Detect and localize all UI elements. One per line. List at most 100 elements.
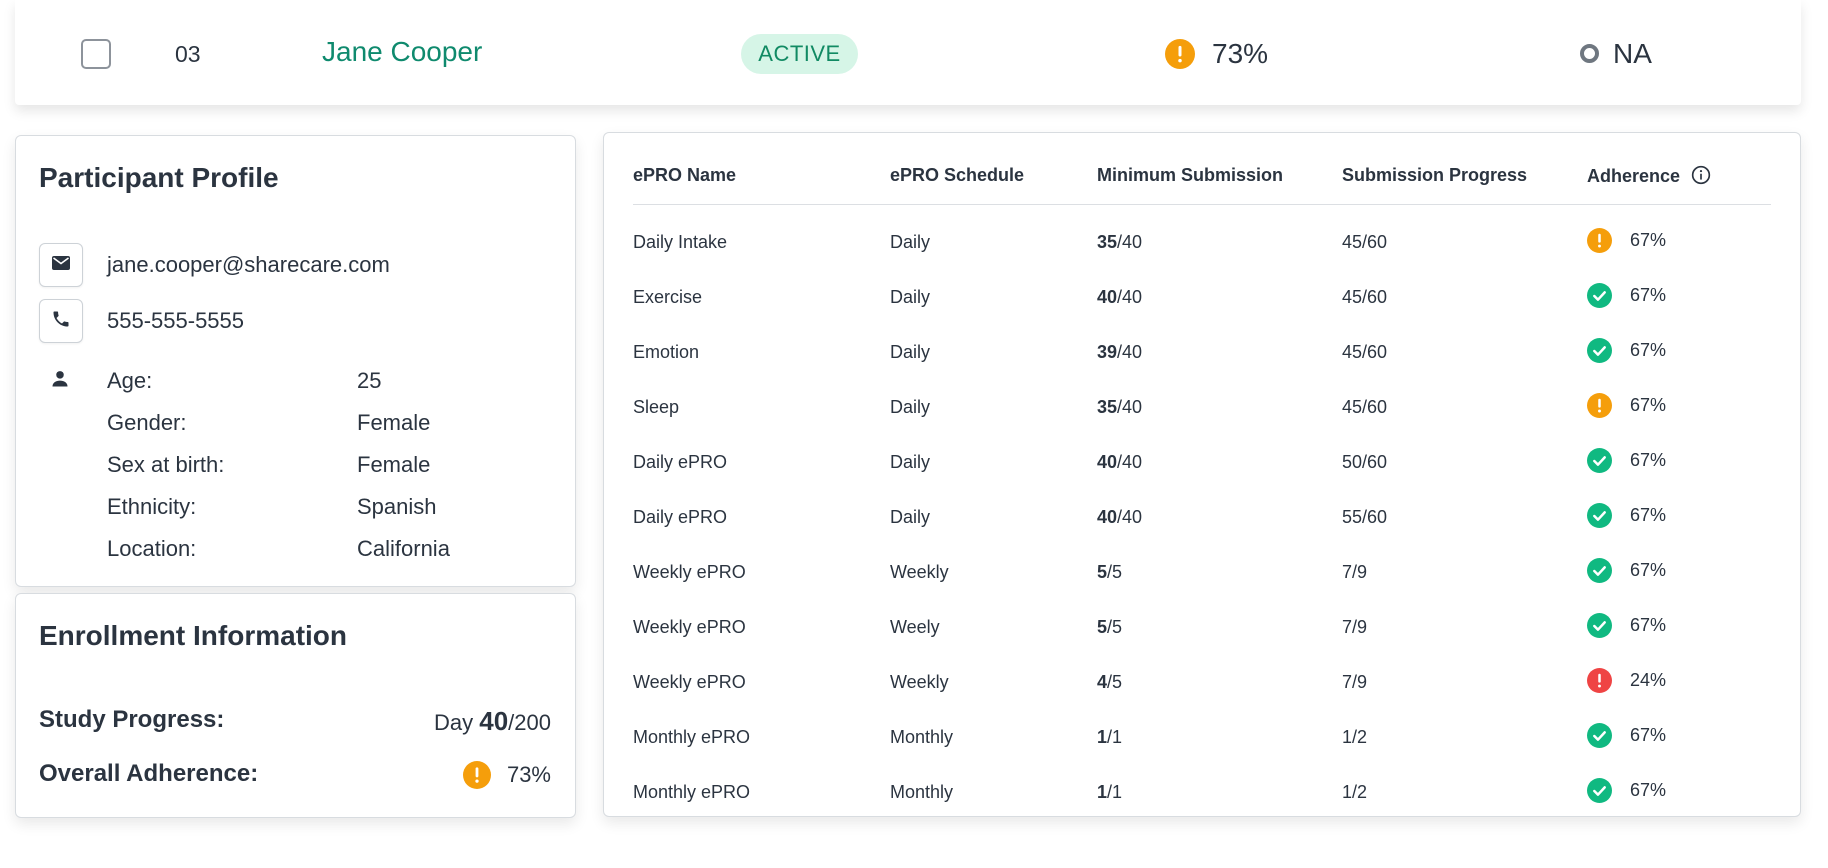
enrollment-info-card: Enrollment Information Study Progress: D… — [15, 593, 576, 818]
header-adherence[interactable]: Adherence — [1587, 165, 1711, 190]
min-submission-done: 5 — [1097, 617, 1108, 637]
cell-submission-progress: 45/60 — [1342, 397, 1388, 417]
cell-adherence: 67% — [1587, 338, 1666, 363]
min-submission-total: /1 — [1107, 782, 1123, 802]
exclamation-circle-icon — [1587, 668, 1612, 693]
cell-submission-progress: 7/9 — [1342, 617, 1368, 637]
min-submission-total: /5 — [1107, 672, 1123, 692]
table-row[interactable]: Emotion Daily 39/40 45/60 67% — [633, 325, 1771, 380]
cell-submission-progress: 45/60 — [1342, 232, 1388, 252]
profile-title: Participant Profile — [39, 162, 279, 193]
table-row[interactable]: Monthly ePRO Monthly 1/1 1/2 67% — [633, 765, 1771, 820]
gender-label: Gender: — [107, 410, 187, 435]
info-circle-icon[interactable] — [1691, 165, 1711, 190]
cell-adherence: 67% — [1587, 228, 1666, 253]
header-epro-name[interactable]: ePRO Name — [633, 165, 737, 185]
min-submission-total: /1 — [1107, 727, 1123, 747]
envelope-icon — [52, 255, 70, 275]
participant-adherence: 73% — [1212, 38, 1269, 69]
table-row[interactable]: Daily Intake Daily 35/40 45/60 67% — [633, 215, 1771, 270]
table-row[interactable]: Daily ePRO Daily 40/40 50/60 67% — [633, 435, 1771, 490]
table-row[interactable]: Monthly ePRO Monthly 1/1 1/2 67% — [633, 710, 1771, 765]
min-submission-total: /40 — [1117, 397, 1143, 417]
row-select-checkbox[interactable] — [81, 39, 111, 69]
min-submission-done: 5 — [1097, 562, 1108, 582]
min-submission-total: /40 — [1117, 232, 1143, 252]
cell-epro-name: Monthly ePRO — [633, 727, 751, 747]
min-submission-total: /40 — [1117, 342, 1143, 362]
cell-submission-progress: 45/60 — [1342, 287, 1388, 307]
cell-submission-progress: 7/9 — [1342, 672, 1368, 692]
cell-epro-name: Monthly ePRO — [633, 782, 751, 802]
cell-submission-progress: 45/60 — [1342, 342, 1388, 362]
overall-adherence-value: 73% — [506, 762, 551, 787]
table-row[interactable]: Weekly ePRO Weekly 4/5 7/9 24% — [633, 655, 1771, 710]
ethnicity-value: Spanish — [357, 494, 437, 519]
cell-epro-name: Weekly ePRO — [633, 672, 746, 692]
study-progress-label: Study Progress: — [39, 706, 225, 733]
warning-icon — [463, 761, 491, 789]
check-circle-icon — [1587, 558, 1612, 583]
table-row[interactable]: Weekly ePRO Weely 5/5 7/9 67% — [633, 600, 1771, 655]
cell-minimum-submission: 4/5 — [1097, 672, 1122, 693]
cell-epro-name: Sleep — [633, 397, 680, 417]
sex-at-birth-label: Sex at birth: — [107, 452, 225, 477]
participant-row[interactable]: 03 Jane Cooper ACTIVE 73% NA — [15, 0, 1801, 105]
cell-epro-name: Emotion — [633, 342, 700, 362]
day-prefix: Day — [434, 710, 474, 735]
check-circle-icon — [1587, 613, 1612, 638]
cell-epro-schedule: Daily — [890, 507, 931, 527]
cell-minimum-submission: 40/40 — [1097, 507, 1142, 528]
cell-minimum-submission: 40/40 — [1097, 287, 1142, 308]
cell-minimum-submission: 35/40 — [1097, 232, 1142, 253]
cell-adherence: 67% — [1587, 778, 1666, 803]
min-submission-total: /5 — [1107, 562, 1123, 582]
exclamation-circle-icon — [1587, 228, 1612, 253]
cell-minimum-submission: 1/1 — [1097, 782, 1122, 803]
age-label: Age: — [107, 368, 153, 393]
email-button[interactable] — [39, 243, 83, 287]
header-adherence-label: Adherence — [1587, 166, 1681, 186]
phone-button[interactable] — [39, 299, 83, 343]
phone-icon — [51, 309, 71, 334]
min-submission-done: 40 — [1097, 507, 1118, 527]
cell-epro-name: Daily ePRO — [633, 507, 728, 527]
min-submission-done: 35 — [1097, 397, 1118, 417]
cell-submission-progress: 1/2 — [1342, 727, 1368, 747]
check-circle-icon — [1587, 338, 1612, 363]
cell-epro-schedule: Daily — [890, 452, 931, 472]
cell-epro-name: Weekly ePRO — [633, 562, 746, 582]
min-submission-total: /40 — [1117, 287, 1143, 307]
check-circle-icon — [1587, 723, 1612, 748]
cell-minimum-submission: 1/1 — [1097, 727, 1122, 748]
enrollment-title: Enrollment Information — [39, 620, 347, 651]
person-icon — [50, 369, 70, 394]
location-value: California — [357, 536, 450, 561]
cell-adherence: 67% — [1587, 613, 1666, 638]
header-minimum-submission[interactable]: Minimum Submission — [1097, 165, 1284, 185]
header-submission-progress[interactable]: Submission Progress — [1342, 165, 1528, 185]
header-epro-schedule[interactable]: ePRO Schedule — [890, 165, 1025, 185]
min-submission-done: 40 — [1097, 287, 1118, 307]
status-badge: ACTIVE — [741, 34, 858, 74]
phone-text: 555-555-5555 — [107, 308, 245, 333]
table-row[interactable]: Sleep Daily 35/40 45/60 67% — [633, 380, 1771, 435]
epro-table-card: ePRO Name ePRO Schedule Minimum Submissi… — [603, 132, 1801, 817]
adherence-value: 67% — [1630, 340, 1667, 360]
adherence-value: 67% — [1630, 615, 1667, 635]
cell-adherence: 67% — [1587, 393, 1666, 418]
adherence-value: 67% — [1630, 780, 1667, 800]
table-row[interactable]: Exercise Daily 40/40 45/60 67% — [633, 270, 1771, 325]
cell-epro-schedule: Monthly — [890, 782, 954, 802]
table-row[interactable]: Daily ePRO Daily 40/40 55/60 67% — [633, 490, 1771, 545]
adherence-value: 67% — [1630, 505, 1667, 525]
study-progress-value: Day 40/200 — [434, 706, 551, 737]
cell-adherence: 67% — [1587, 558, 1666, 583]
cell-epro-schedule: Monthly — [890, 727, 954, 747]
min-submission-done: 35 — [1097, 232, 1118, 252]
table-row[interactable]: Weekly ePRO Weekly 5/5 7/9 67% — [633, 545, 1771, 600]
participant-name-link[interactable]: Jane Cooper — [322, 36, 483, 67]
table-header: ePRO Name ePRO Schedule Minimum Submissi… — [633, 133, 1771, 205]
min-submission-done: 4 — [1097, 672, 1108, 692]
warning-icon — [1165, 39, 1195, 69]
